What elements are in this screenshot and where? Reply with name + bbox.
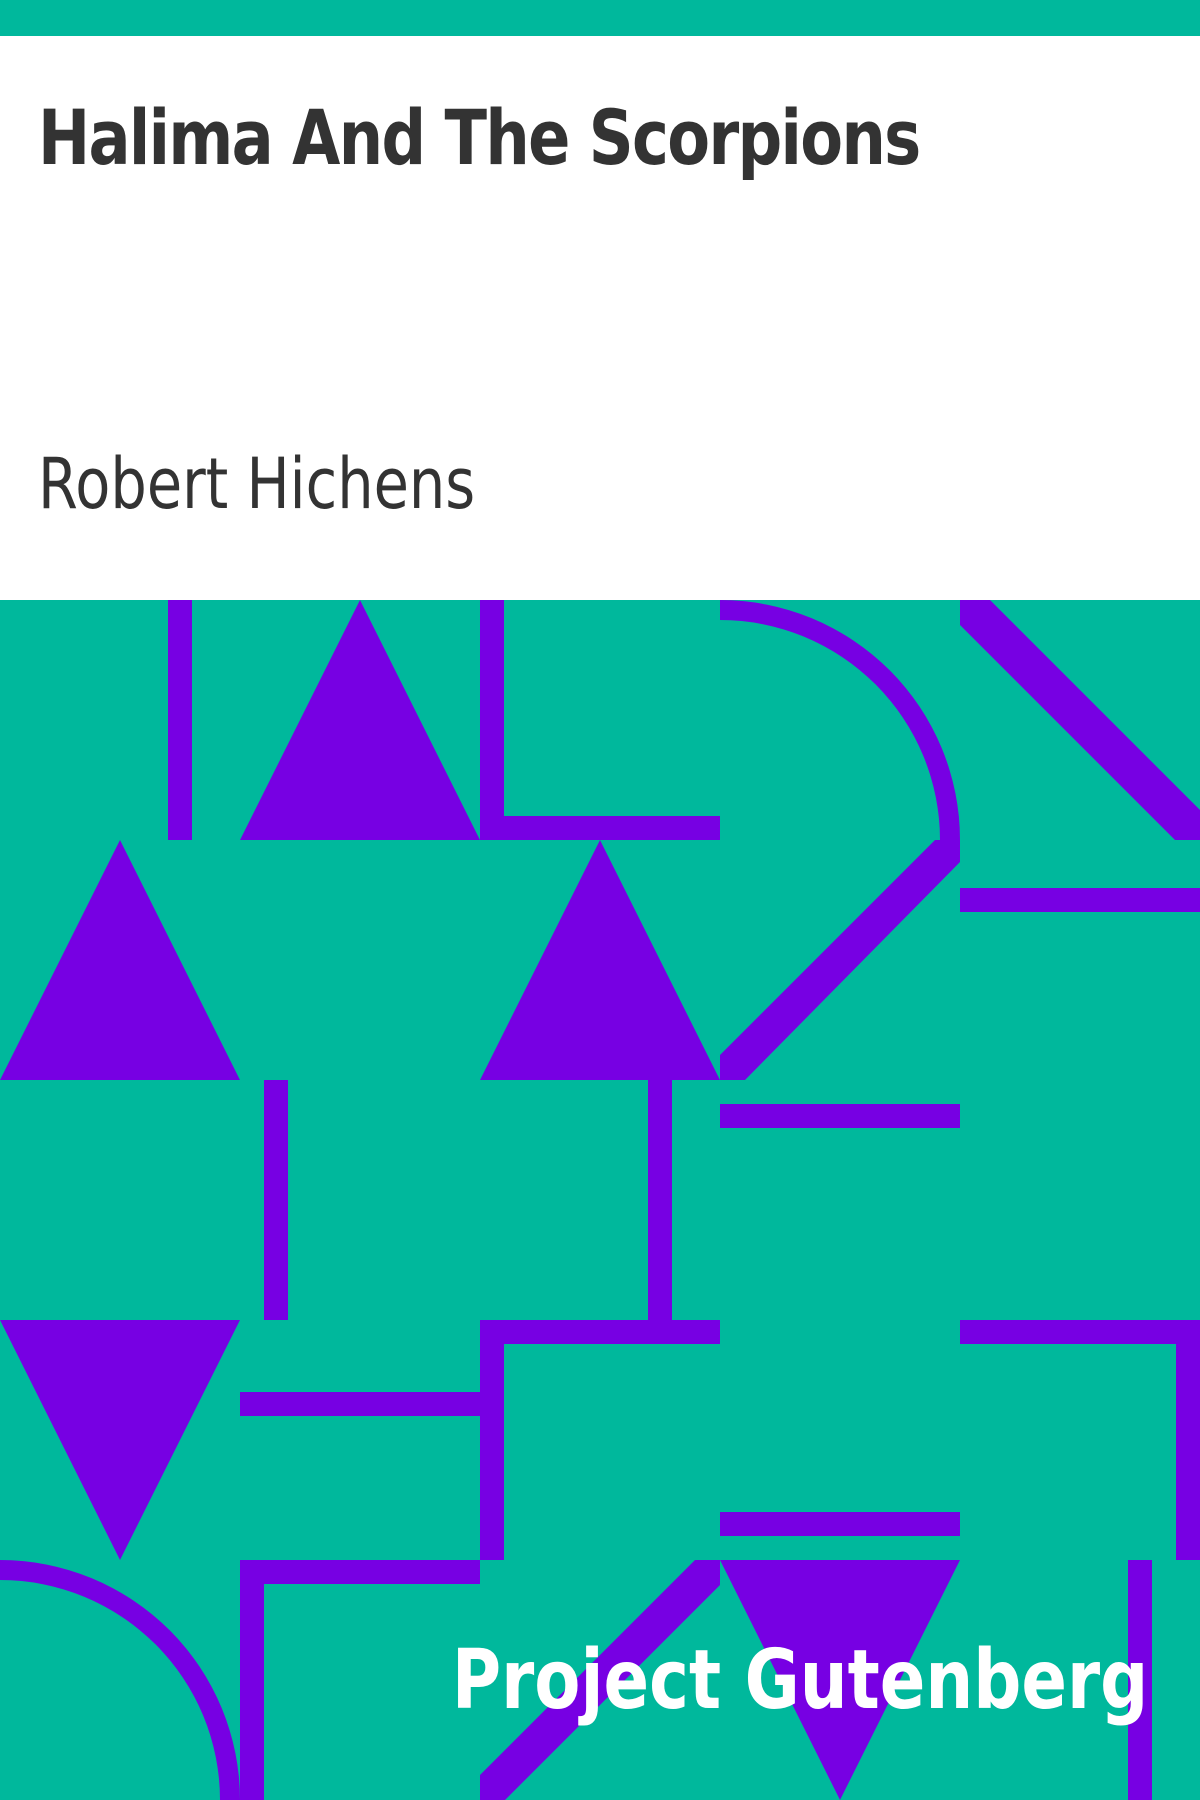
pattern-triangle-down [0,1320,240,1560]
pattern-triangle-up [480,840,720,1080]
pattern-shape [720,1104,960,1128]
pattern-shape [264,1080,288,1320]
pattern-shape [960,888,1200,912]
pattern-background [0,600,1200,1800]
pattern-shape [480,1320,720,1344]
pattern-triangle-up [240,600,480,840]
publisher-name: Project Gutenberg [451,1633,1148,1728]
pattern-shape [168,600,192,840]
pattern-triangle-up [0,840,240,1080]
pattern-shape [480,816,720,840]
pattern-shape [480,1320,504,1560]
title-block [0,36,1200,600]
pattern-arc [0,1560,240,1800]
pattern-diagonal [960,600,1200,840]
top-color-stripe [0,0,1200,36]
pattern-shape [240,1392,480,1416]
book-author: Robert Hichens [38,443,476,525]
pattern-shape [1128,1560,1152,1800]
pattern-shape [1176,1320,1200,1560]
pattern-shape [240,1560,480,1584]
pattern-shape [240,1560,264,1800]
cover-pattern [0,600,1200,1800]
pattern-shape [648,1080,672,1320]
pattern-diagonal [720,840,960,1080]
book-title: Halima And The Scorpions [38,93,921,182]
pattern-triangle-down [720,1560,960,1800]
pattern-shape [480,600,504,840]
pattern-diagonal [480,1560,720,1800]
pattern-shape [960,1320,1200,1344]
pattern-shape [720,1512,960,1536]
pattern-arc [720,600,960,840]
